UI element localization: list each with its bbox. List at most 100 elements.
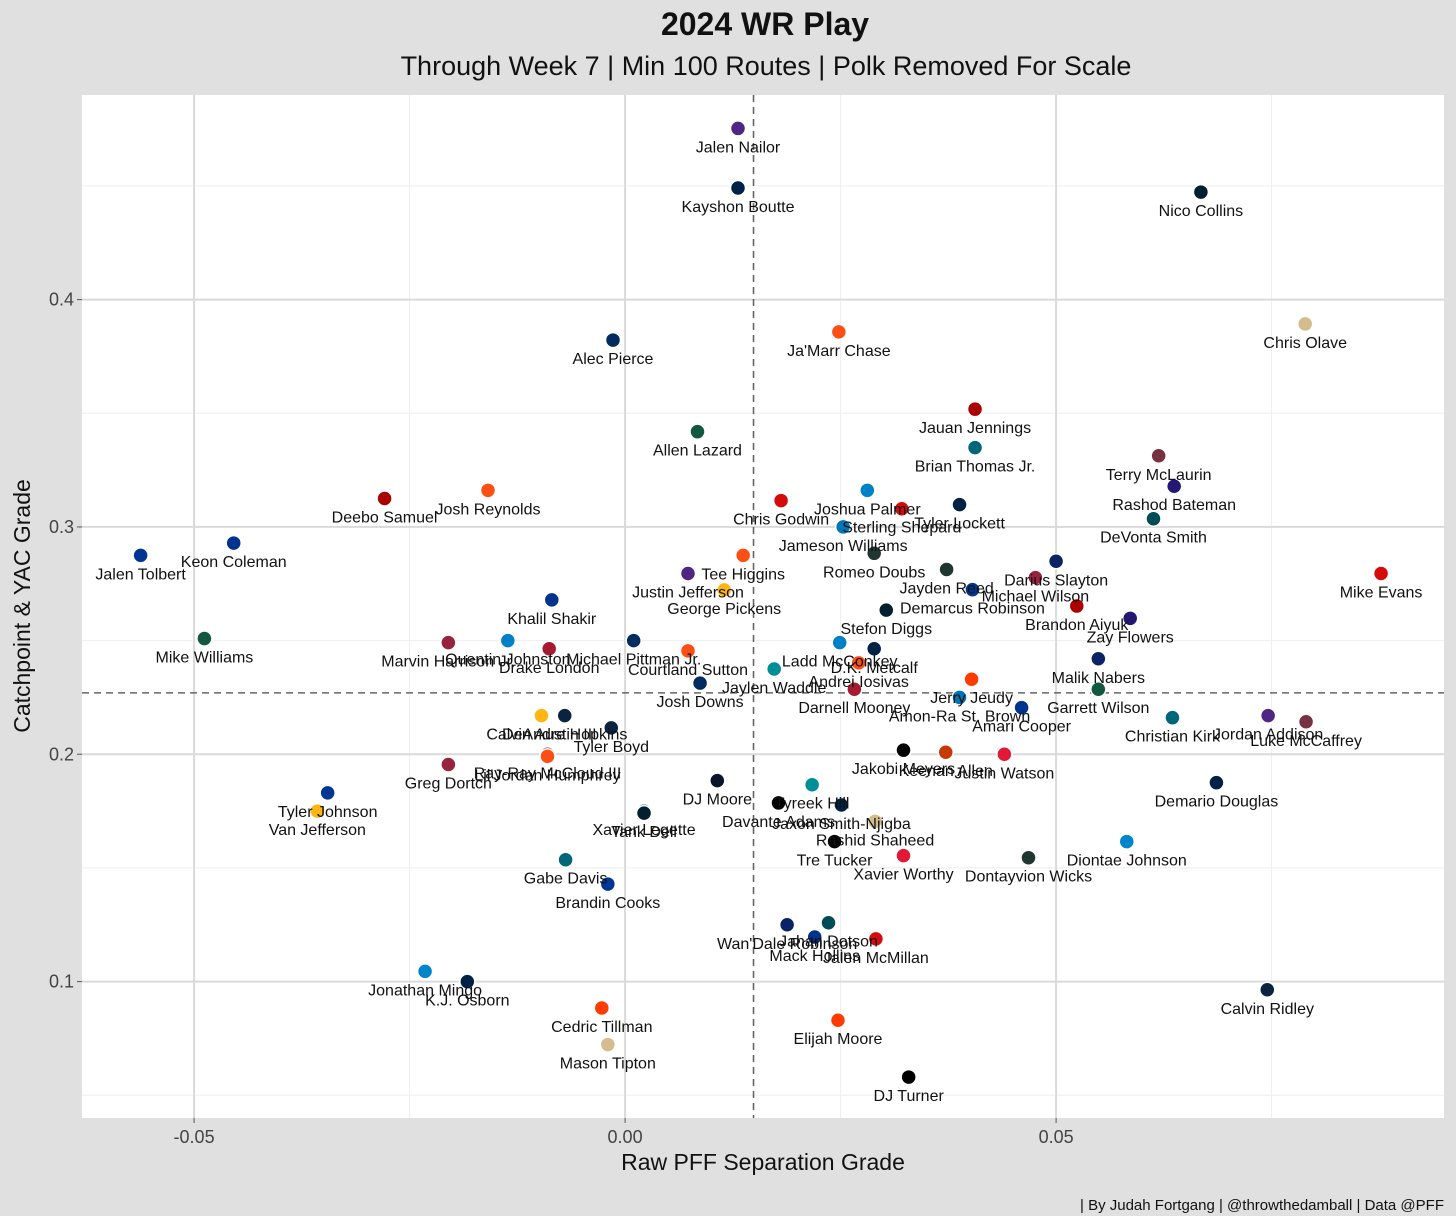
team-logo-point: [1013, 699, 1030, 716]
player-label: Jauan Jennings: [919, 420, 1031, 437]
team-logo-point: [319, 784, 336, 802]
team-logo-point: [543, 591, 561, 609]
player-label: Joshua Palmer: [814, 501, 921, 518]
player-label: Justin Jefferson: [632, 585, 744, 602]
player-label: Malik Nabers: [1052, 670, 1145, 687]
team-logo-point: [416, 963, 434, 980]
team-logo-point: [867, 930, 885, 948]
team-logo-point: [376, 490, 393, 507]
team-logo-point: [1296, 315, 1314, 333]
team-logo-point: [1090, 650, 1107, 668]
y-tick-label: 0.1: [49, 972, 74, 992]
player-label: Tank Dell: [611, 824, 677, 841]
chart-subtitle: Through Week 7 | Min 100 Routes | Polk R…: [400, 51, 1132, 81]
player-label: Jalen Nailor: [696, 139, 781, 156]
team-logo-point: [900, 1068, 917, 1086]
player-label: Ray-Ray McCloud III: [474, 765, 622, 782]
data-points: [132, 120, 1390, 1086]
team-logo-point: [689, 423, 706, 440]
player-label: Luke McCaffrey: [1250, 733, 1362, 750]
team-logo-point: [833, 796, 850, 814]
team-logo-point: [829, 1011, 847, 1029]
team-logo-point: [1372, 565, 1390, 582]
team-logo-point: [1047, 553, 1065, 570]
player-label: Mike Williams: [156, 650, 254, 667]
player-label: Tre Tucker: [797, 853, 874, 870]
player-label: Tyreek Hill: [775, 796, 850, 813]
mean-lines: [82, 95, 1444, 1118]
y-tick-label: 0.2: [49, 744, 74, 764]
team-logo-point: [1259, 981, 1276, 999]
team-logo-point: [770, 794, 787, 812]
team-logo-point: [778, 916, 796, 934]
player-label: Michael Pittman Jr.: [566, 652, 701, 669]
player-label: Romeo Doubs: [823, 564, 925, 581]
player-label: Davante Adams: [722, 814, 835, 831]
player-label: Gabe Davis: [524, 871, 608, 888]
player-label: Allen Lazard: [653, 443, 742, 460]
player-label: Brian Thomas Jr.: [915, 459, 1036, 476]
player-label: Jalen Tolbert: [95, 566, 186, 583]
team-logo-point: [691, 674, 709, 692]
player-label: Kayshon Boutte: [682, 199, 795, 216]
player-label: Alec Pierce: [573, 351, 654, 368]
team-logo-point: [1164, 709, 1181, 726]
player-label: George Pickens: [667, 601, 781, 618]
team-logo-point: [603, 719, 620, 737]
player-label: K.J. Osborn: [425, 993, 509, 1010]
team-logo-point: [1192, 183, 1210, 201]
player-label: Marvin Harrison Jr.: [381, 654, 515, 671]
player-label: Michael Wilson: [982, 589, 1090, 606]
team-logo-point: [1090, 680, 1107, 698]
player-label: Amon-Ra St. Brown: [889, 708, 1030, 725]
team-logo-point: [966, 400, 984, 418]
x-tick-label: 0.05: [1039, 1127, 1074, 1147]
player-label: Nico Collins: [1159, 203, 1243, 220]
team-logo-point: [459, 973, 476, 990]
team-logo-point: [966, 439, 984, 456]
player-label: DeAndre Hopkins: [502, 727, 627, 744]
team-logo-point: [831, 634, 848, 651]
player-label: Jaylen Waddle: [722, 680, 826, 697]
player-label: Jalen McMillan: [823, 950, 929, 967]
player-label: Xavier Legette: [592, 822, 695, 839]
team-logo-point: [729, 179, 747, 197]
team-logo-point: [309, 802, 326, 820]
player-label: Garrett Wilson: [1047, 700, 1149, 717]
team-logo-point: [803, 776, 821, 793]
team-logo-point: [599, 875, 617, 893]
plot-panel: [82, 95, 1444, 1118]
team-logo-point: [1165, 477, 1183, 495]
player-label: Brandin Cooks: [555, 895, 660, 912]
player-label: DJ Turner: [874, 1088, 945, 1105]
player-label: Cedric Tillman: [551, 1019, 652, 1036]
player-label: Mason Tipton: [560, 1056, 656, 1073]
team-logo-point: [599, 1036, 617, 1053]
team-logo-point: [1297, 713, 1315, 731]
team-logo-point: [1259, 707, 1277, 724]
team-logo-point: [765, 660, 783, 678]
team-logo-point: [533, 707, 550, 724]
team-logo-point: [996, 746, 1013, 763]
player-label: Deebo Samuel: [332, 510, 438, 527]
team-logo-point: [820, 914, 837, 931]
player-label: Lil'Jordan Humphrey: [474, 767, 620, 784]
y-axis-ticks: 0.1 0.2 0.3 0.4: [49, 290, 82, 992]
player-label: Rashod Bateman: [1112, 497, 1236, 514]
player-label: Chris Olave: [1263, 335, 1347, 352]
team-logo-point: [1145, 510, 1162, 527]
team-logo-point: [1118, 833, 1136, 850]
player-label: Keenan Allen: [899, 763, 993, 780]
player-label: Tee Higgins: [701, 566, 785, 583]
player-label: Courtland Sutton: [628, 662, 748, 679]
player-label: Van Jefferson: [269, 822, 366, 839]
player-label: Diontae Johnson: [1067, 853, 1187, 870]
y-tick-label: 0.4: [49, 290, 74, 310]
player-label: Jerry Jeudy: [930, 690, 1013, 707]
team-logo-point: [938, 561, 955, 578]
player-label: Jayden Reed: [899, 580, 993, 597]
team-logo-point: [850, 654, 867, 672]
team-logo-point: [479, 482, 497, 499]
player-label: Chris Godwin: [733, 512, 829, 529]
player-label: Christian Kirk: [1125, 729, 1221, 746]
